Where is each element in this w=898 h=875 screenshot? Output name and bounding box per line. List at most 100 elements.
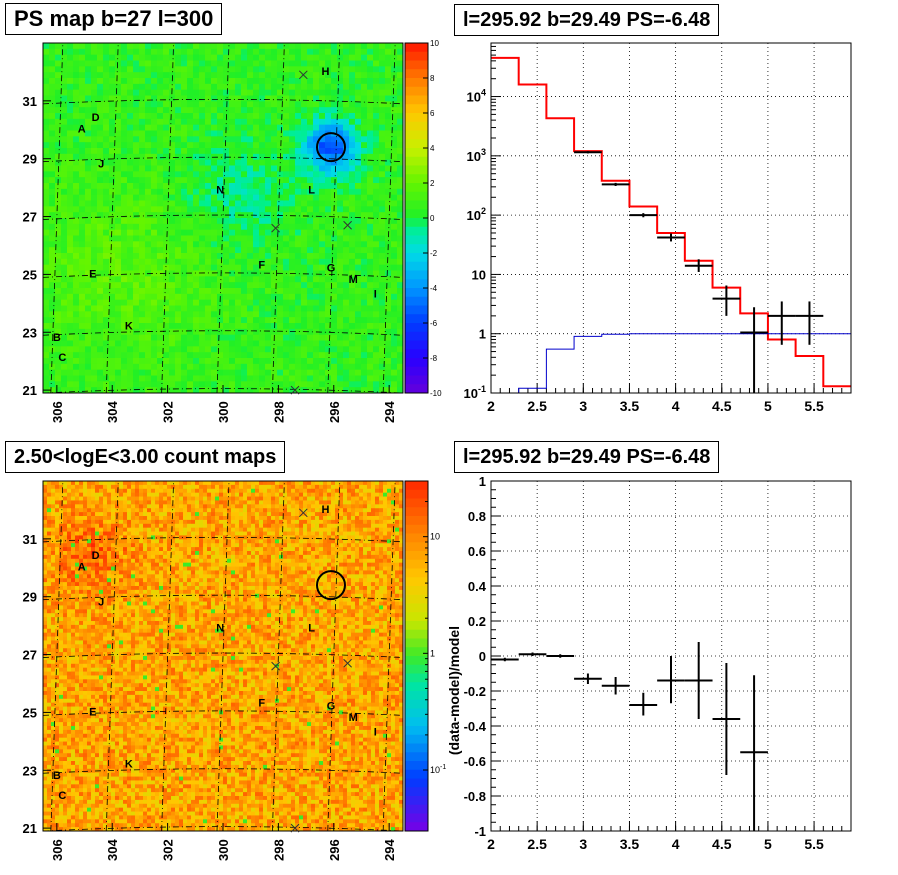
map-pixel — [175, 113, 182, 120]
map-pixel — [85, 78, 92, 85]
map-pixel — [283, 159, 290, 166]
map-pixel — [47, 535, 52, 540]
map-pixel — [319, 124, 326, 131]
map-pixel — [367, 159, 374, 166]
map-pixel — [373, 264, 380, 271]
map-pixel — [169, 311, 176, 318]
map-pixel — [385, 253, 392, 260]
map-pixel — [85, 381, 92, 388]
map-pixel — [181, 153, 188, 161]
map-pixel — [235, 288, 242, 295]
map-pixel — [217, 305, 224, 312]
map-pixel — [87, 764, 92, 770]
map-pixel — [241, 66, 248, 73]
map-pixel — [277, 188, 284, 196]
map-pixel — [367, 235, 374, 242]
colorbar-band — [405, 261, 428, 271]
map-pixel — [379, 340, 386, 347]
map-pixel — [361, 130, 368, 137]
map-pixel — [373, 340, 380, 347]
map-pixel — [373, 218, 380, 225]
map-pixel — [271, 194, 278, 201]
map-pixel — [313, 299, 320, 306]
map-pixel — [67, 177, 74, 184]
map-pixel — [313, 288, 320, 295]
map-pixel — [271, 363, 278, 371]
map-pixel — [247, 270, 254, 277]
map-pixel — [325, 153, 332, 161]
map-pixel — [307, 142, 314, 149]
map-pixel — [151, 194, 158, 201]
map-pixel — [145, 95, 152, 102]
map-pixel — [361, 136, 368, 143]
map-pixel — [83, 535, 88, 540]
map-pixel — [83, 636, 88, 641]
map-pixel — [115, 78, 122, 85]
map-pixel — [43, 130, 50, 137]
map-pixel — [61, 282, 68, 289]
map-pixel — [109, 48, 116, 56]
map-pixel — [87, 737, 92, 742]
map-pixel — [253, 288, 260, 295]
map-pixel — [169, 317, 176, 324]
map-pixel — [211, 54, 218, 61]
map-pixel — [157, 369, 164, 376]
map-pixel — [319, 188, 326, 196]
map-pixel — [163, 177, 170, 184]
map-pixel — [343, 200, 350, 207]
map-pixel — [283, 241, 290, 248]
map-pixel — [71, 574, 76, 579]
map-pixel — [151, 148, 158, 155]
map-pixel — [379, 89, 386, 96]
map-pixel — [51, 710, 56, 715]
map-pixel — [301, 229, 308, 236]
map-pixel — [91, 101, 98, 108]
map-pixel — [103, 229, 110, 236]
map-pixel — [385, 194, 392, 201]
map-pixel — [277, 60, 284, 67]
map-pixel — [187, 293, 194, 301]
map-pixel — [367, 72, 374, 79]
map-pixel — [187, 48, 194, 56]
map-pixel — [247, 83, 254, 91]
map-pixel — [313, 253, 320, 260]
map-pixel — [187, 188, 194, 196]
map-pixel — [115, 148, 122, 155]
map-pixel — [373, 200, 380, 207]
map-pixel — [295, 165, 302, 172]
map-pixel — [229, 258, 236, 266]
map-pixel — [109, 328, 116, 336]
map-pixel — [337, 241, 344, 248]
map-pixel — [205, 107, 212, 114]
map-pixel — [83, 675, 88, 680]
map-pixel — [79, 276, 86, 283]
map-pixel — [63, 601, 68, 606]
map-pixel — [97, 323, 104, 330]
map-pixel — [115, 177, 122, 184]
map-pixel — [307, 72, 314, 79]
map-pixel — [187, 83, 194, 91]
map-pixel — [73, 159, 80, 166]
map-pixel — [175, 363, 182, 371]
map-pixel — [229, 235, 236, 242]
map-pixel — [253, 317, 260, 324]
map-pixel — [133, 54, 140, 61]
map-pixel — [343, 177, 350, 184]
map-pixel — [229, 305, 236, 312]
map-pixel — [79, 597, 84, 602]
map-pixel — [79, 543, 84, 548]
map-pixel — [385, 328, 392, 336]
map-pixel — [181, 317, 188, 324]
map-pixel — [259, 200, 266, 207]
map-pixel — [97, 130, 104, 137]
map-pixel — [87, 679, 92, 684]
map-pixel — [259, 235, 266, 242]
map-pixel — [391, 334, 398, 341]
map-pixel — [73, 317, 80, 324]
map-pixel — [385, 381, 392, 388]
map-pixel — [259, 148, 266, 155]
map-pixel — [283, 253, 290, 260]
map-pixel — [271, 282, 278, 289]
map-pixel — [307, 48, 314, 56]
map-pixel — [109, 118, 116, 126]
